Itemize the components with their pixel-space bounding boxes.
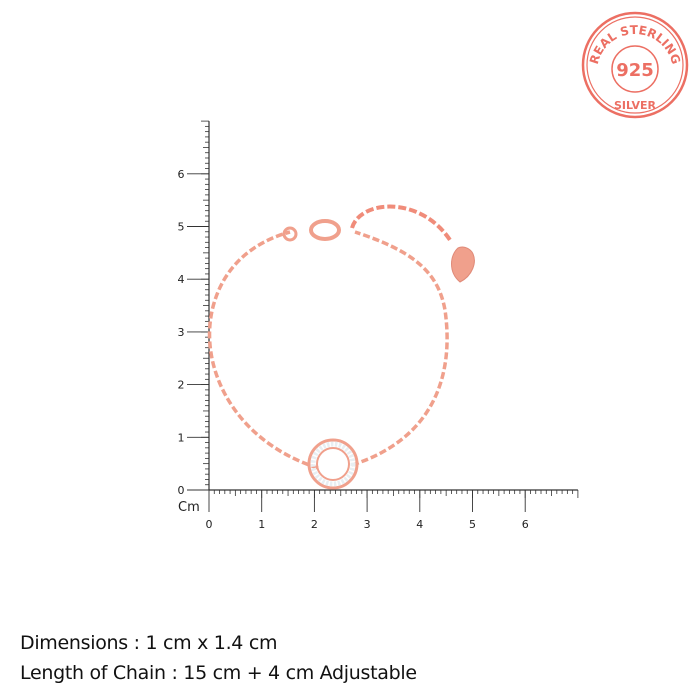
measurement-ruler bbox=[187, 120, 579, 512]
ruler-unit-label: Cm bbox=[178, 500, 200, 515]
bracelet bbox=[207, 204, 475, 490]
chain-length-text: Length of Chain : 15 cm + 4 cm Adjustabl… bbox=[20, 662, 417, 684]
stamp-bottom-text: SILVER bbox=[614, 99, 657, 112]
x-tick-label: 0 bbox=[206, 518, 213, 531]
x-tick-label: 6 bbox=[522, 518, 529, 531]
y-tick-label: 0 bbox=[178, 484, 185, 497]
dimensions-text: Dimensions : 1 cm x 1.4 cm bbox=[20, 632, 278, 654]
y-tick-label: 2 bbox=[178, 379, 185, 392]
y-axis-labels: 0 1 2 3 4 5 6 bbox=[178, 168, 185, 497]
chain-left bbox=[207, 230, 319, 470]
y-tick-label: 1 bbox=[178, 431, 185, 444]
heart-charm bbox=[451, 246, 475, 283]
y-tick-label: 5 bbox=[178, 221, 185, 234]
y-tick-label: 4 bbox=[178, 273, 185, 286]
x-tick-label: 3 bbox=[364, 518, 371, 531]
lobster-clasp bbox=[309, 219, 341, 241]
chain-right bbox=[351, 230, 449, 467]
y-tick-label: 3 bbox=[178, 326, 185, 339]
x-tick-label: 1 bbox=[258, 518, 265, 531]
sterling-silver-stamp: REAL STERLING 925 SILVER bbox=[581, 11, 689, 119]
stamp-center-text: 925 bbox=[616, 60, 654, 81]
circle-pendant bbox=[307, 438, 359, 490]
x-tick-label: 5 bbox=[469, 518, 476, 531]
x-axis-labels: 0 1 2 3 4 5 6 bbox=[206, 518, 529, 531]
y-tick-label: 6 bbox=[178, 168, 185, 181]
extender-chain bbox=[350, 204, 452, 242]
x-tick-label: 4 bbox=[416, 518, 423, 531]
x-tick-label: 2 bbox=[311, 518, 318, 531]
